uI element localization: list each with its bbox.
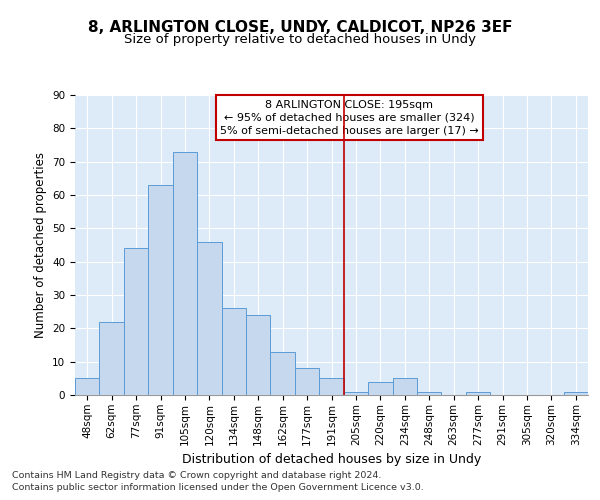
Bar [392, 378, 417, 395]
Bar [319, 378, 344, 395]
Bar [368, 382, 392, 395]
Text: 8 ARLINGTON CLOSE: 195sqm
← 95% of detached houses are smaller (324)
5% of semi-: 8 ARLINGTON CLOSE: 195sqm ← 95% of detac… [220, 100, 479, 136]
Text: 8, ARLINGTON CLOSE, UNDY, CALDICOT, NP26 3EF: 8, ARLINGTON CLOSE, UNDY, CALDICOT, NP26… [88, 20, 512, 35]
Bar [100, 322, 124, 395]
Bar [344, 392, 368, 395]
Bar [246, 315, 271, 395]
Bar [271, 352, 295, 395]
Bar [173, 152, 197, 395]
Bar [124, 248, 148, 395]
X-axis label: Distribution of detached houses by size in Undy: Distribution of detached houses by size … [182, 453, 481, 466]
Bar [466, 392, 490, 395]
Y-axis label: Number of detached properties: Number of detached properties [34, 152, 47, 338]
Text: Contains public sector information licensed under the Open Government Licence v3: Contains public sector information licen… [12, 483, 424, 492]
Bar [417, 392, 442, 395]
Bar [295, 368, 319, 395]
Bar [148, 185, 173, 395]
Bar [563, 392, 588, 395]
Text: Size of property relative to detached houses in Undy: Size of property relative to detached ho… [124, 34, 476, 46]
Bar [75, 378, 100, 395]
Bar [221, 308, 246, 395]
Text: Contains HM Land Registry data © Crown copyright and database right 2024.: Contains HM Land Registry data © Crown c… [12, 472, 382, 480]
Bar [197, 242, 221, 395]
